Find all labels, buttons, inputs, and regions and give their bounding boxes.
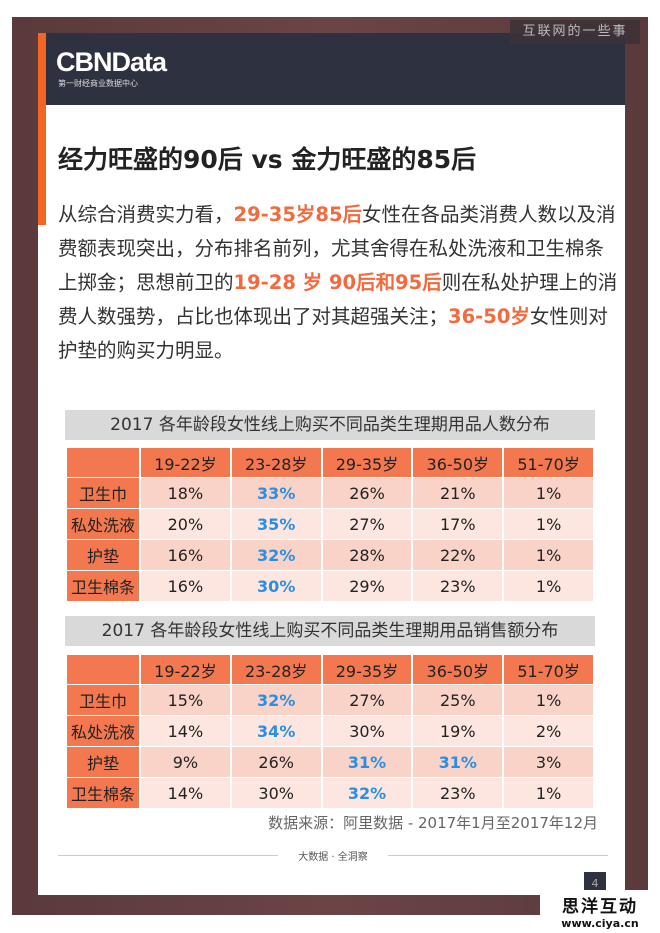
column-header: 23-28岁 — [231, 655, 321, 684]
value-cell: 14% — [141, 716, 230, 746]
table-title: 2017 各年龄段女性线上购买不同品类生理期用品销售额分布 — [65, 616, 595, 646]
value-cell: 33% — [231, 478, 321, 508]
value-cell: 20% — [141, 509, 230, 539]
page-title: 经力旺盛的90后 vs 金力旺盛的85后 — [58, 145, 477, 174]
value-cell: 19% — [413, 716, 503, 746]
value-cell: 3% — [504, 747, 593, 777]
column-header: 36-50岁 — [413, 448, 503, 477]
cbndata-logo: CBNData — [56, 47, 167, 77]
value-cell: 32% — [322, 778, 412, 808]
value-cell: 2% — [504, 716, 593, 746]
value-cell: 30% — [322, 716, 412, 746]
value-cell: 14% — [141, 778, 230, 808]
table-row: 卫生棉条 14% 30% 32% 23% 1% — [67, 778, 593, 808]
intro-paragraph: 从综合消费实力看，29-35岁85后女性在各品类消费人数以及消费额表现突出，分布… — [58, 198, 618, 368]
row-label: 护垫 — [67, 747, 139, 777]
divider — [388, 855, 608, 856]
footer-slogan: 大数据 · 全洞察 — [298, 852, 368, 863]
value-cell: 17% — [413, 509, 503, 539]
value-cell: 34% — [231, 716, 321, 746]
value-cell: 25% — [413, 685, 503, 715]
table-row: 卫生巾 15% 32% 27% 25% 1% — [67, 685, 593, 715]
table-row: 卫生巾 18% 33% 26% 21% 1% — [67, 478, 593, 508]
value-cell: 23% — [413, 778, 503, 808]
value-cell: 15% — [141, 685, 230, 715]
footer: 大数据 · 全洞察 — [58, 848, 608, 863]
value-cell: 31% — [413, 747, 503, 777]
value-cell: 1% — [504, 478, 593, 508]
header-bar: CBNData 第一财经商业数据中心 — [38, 33, 625, 105]
value-cell: 9% — [141, 747, 230, 777]
highlight-text: 29-35岁85后 — [233, 203, 363, 226]
highlight-text: 36-50岁 — [448, 305, 530, 328]
value-cell: 31% — [322, 747, 412, 777]
row-label: 卫生棉条 — [67, 778, 139, 808]
logo-subtitle: 第一财经商业数据中心 — [58, 79, 138, 88]
corner-cell — [67, 448, 139, 477]
column-header: 36-50岁 — [413, 655, 503, 684]
column-header: 51-70岁 — [504, 655, 593, 684]
column-header: 19-22岁 — [141, 655, 230, 684]
accent-stripe — [38, 33, 46, 225]
header-row: 19-22岁 23-28岁 29-35岁 36-50岁 51-70岁 — [67, 448, 593, 477]
data-source: 数据来源：阿里数据 - 2017年1月至2017年12月 — [268, 814, 598, 832]
table-row: 私处洗液 14% 34% 30% 19% 2% — [67, 716, 593, 746]
value-cell: 27% — [322, 685, 412, 715]
value-cell: 30% — [231, 571, 321, 601]
row-label: 卫生巾 — [67, 478, 139, 508]
row-label: 私处洗液 — [67, 716, 139, 746]
row-label: 私处洗液 — [67, 509, 139, 539]
paragraph-text: 女性在各品类消费人数以及消费额表现突出，分布排名前列，尤其舍得在私处洗液和卫生棉… — [58, 203, 616, 294]
table-row: 护垫 16% 32% 28% 22% 1% — [67, 540, 593, 570]
watermark: 互联网的一些事 — [510, 20, 640, 44]
corner-cell — [67, 655, 139, 684]
row-label: 卫生棉条 — [67, 571, 139, 601]
sales-distribution-table: 19-22岁 23-28岁 29-35岁 36-50岁 51-70岁 卫生巾 15% 32% 2… — [65, 654, 595, 809]
value-cell: 1% — [504, 571, 593, 601]
header-row: 19-22岁 23-28岁 29-35岁 36-50岁 51-70岁 — [67, 655, 593, 684]
paragraph-text: 则在私处护理上的消费人数强势，占比也体现出了对其超强关注； — [58, 271, 618, 328]
value-cell: 1% — [504, 778, 593, 808]
table-row: 护垫 9% 26% 31% 31% 3% — [67, 747, 593, 777]
column-header: 51-70岁 — [504, 448, 593, 477]
value-cell: 26% — [322, 478, 412, 508]
column-header: 19-22岁 — [141, 448, 230, 477]
value-cell: 1% — [504, 540, 593, 570]
value-cell: 27% — [322, 509, 412, 539]
brand-logo: 思洋互动 www.ciya.cn — [540, 890, 660, 933]
people-distribution-table: 19-22岁 23-28岁 29-35岁 36-50岁 51-70岁 卫生巾 18% 33% 2… — [65, 447, 595, 602]
paragraph-text: 从综合消费实力看， — [58, 203, 234, 226]
column-header: 29-35岁 — [322, 655, 412, 684]
value-cell: 1% — [504, 509, 593, 539]
value-cell: 35% — [231, 509, 321, 539]
brand-name: 思洋互动 — [562, 897, 638, 917]
value-cell: 28% — [322, 540, 412, 570]
value-cell: 18% — [141, 478, 230, 508]
brand-url: www.ciya.cn — [561, 917, 639, 930]
value-cell: 30% — [231, 778, 321, 808]
row-label: 卫生巾 — [67, 685, 139, 715]
table-title: 2017 各年龄段女性线上购买不同品类生理期用品人数分布 — [65, 410, 595, 440]
value-cell: 32% — [231, 540, 321, 570]
value-cell: 26% — [231, 747, 321, 777]
row-label: 护垫 — [67, 540, 139, 570]
highlight-text: 19-28 岁 90后和95后 — [233, 271, 442, 294]
value-cell: 21% — [413, 478, 503, 508]
value-cell: 32% — [231, 685, 321, 715]
column-header: 29-35岁 — [322, 448, 412, 477]
value-cell: 22% — [413, 540, 503, 570]
column-header: 23-28岁 — [231, 448, 321, 477]
table-row: 私处洗液 20% 35% 27% 17% 1% — [67, 509, 593, 539]
value-cell: 16% — [141, 571, 230, 601]
value-cell: 23% — [413, 571, 503, 601]
value-cell: 1% — [504, 685, 593, 715]
value-cell: 29% — [322, 571, 412, 601]
divider — [58, 855, 278, 856]
table-row: 卫生棉条 16% 30% 29% 23% 1% — [67, 571, 593, 601]
value-cell: 16% — [141, 540, 230, 570]
paragraph-text: 女性则对护垫的购买力明显。 — [58, 305, 608, 362]
